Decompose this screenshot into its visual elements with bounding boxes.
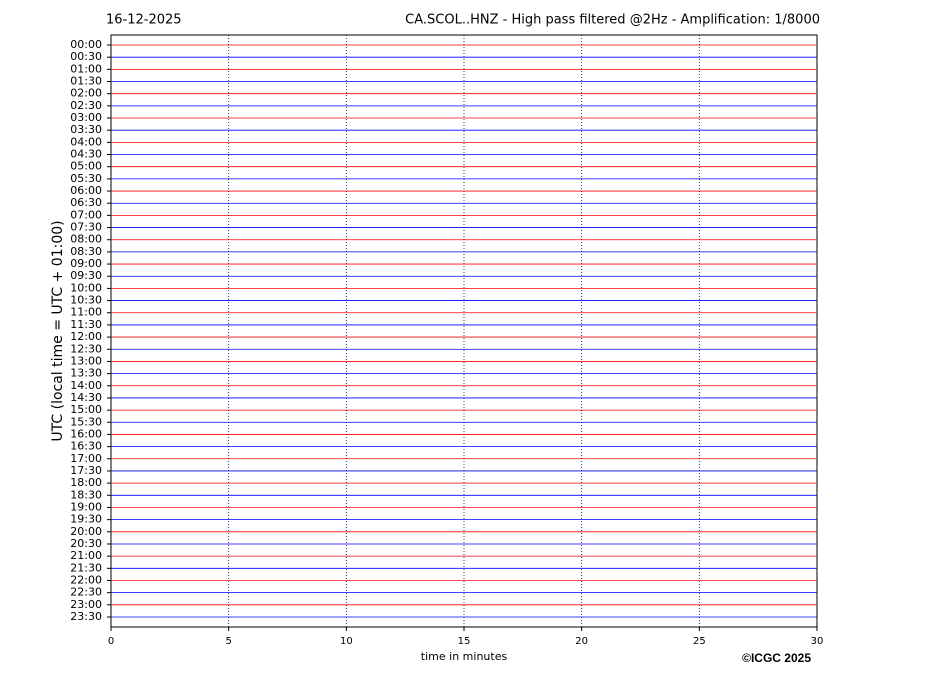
chart-title: CA.SCOL..HNZ - High pass filtered @2Hz -…	[405, 13, 820, 28]
y-tick-label: 02:00	[70, 87, 102, 100]
x-tick-label: 20	[575, 636, 588, 647]
plot-frame	[110, 34, 818, 628]
y-tick-label: 14:00	[70, 379, 102, 392]
x-tick-label: 30	[811, 636, 824, 647]
y-tick-label: 20:00	[70, 525, 102, 538]
y-tick-label: 10:00	[70, 281, 102, 294]
y-tick-label: 00:00	[70, 38, 102, 51]
x-axis-label: time in minutes	[421, 650, 508, 663]
y-tick-label: 06:30	[70, 196, 102, 209]
y-tick-label: 16:00	[70, 427, 102, 440]
x-tick-label: 5	[225, 636, 231, 647]
x-tick-label: 10	[340, 636, 353, 647]
y-tick-label: 00:30	[70, 50, 102, 63]
x-tick-label: 0	[108, 636, 114, 647]
y-tick-label: 04:00	[70, 135, 102, 148]
y-tick-label: 05:00	[70, 160, 102, 173]
y-tick-label: 08:00	[70, 233, 102, 246]
y-tick-label: 22:30	[70, 586, 102, 599]
y-tick-label: 13:00	[70, 354, 102, 367]
y-tick-label: 15:30	[70, 415, 102, 428]
y-tick-label: 04:30	[70, 148, 102, 161]
y-tick-label: 20:30	[70, 537, 102, 550]
y-tick-label: 03:00	[70, 111, 102, 124]
y-tick-label: 02:30	[70, 99, 102, 112]
chart-date: 16-12-2025	[106, 13, 182, 28]
y-tick-label: 11:00	[70, 306, 102, 319]
y-tick-label: 11:30	[70, 318, 102, 331]
y-tick-label: 19:30	[70, 513, 102, 526]
y-tick-label: 18:30	[70, 488, 102, 501]
y-tick-label: 01:00	[70, 62, 102, 75]
y-tick-label: 05:30	[70, 172, 102, 185]
y-tick-label: 15:00	[70, 403, 102, 416]
y-tick-label: 17:30	[70, 464, 102, 477]
x-tick-label: 15	[458, 636, 471, 647]
y-axis-label: UTC (local time = UTC + 01:00)	[50, 220, 66, 441]
y-tick-label: 23:30	[70, 610, 102, 623]
y-tick-label: 12:30	[70, 342, 102, 355]
y-tick-label: 10:30	[70, 294, 102, 307]
y-tick-label: 19:00	[70, 500, 102, 513]
y-tick-label: 07:00	[70, 208, 102, 221]
y-tick-label: 22:00	[70, 573, 102, 586]
y-tick-label: 09:30	[70, 269, 102, 282]
y-tick-label: 12:00	[70, 330, 102, 343]
x-tick-label: 25	[693, 636, 706, 647]
y-tick-label: 03:30	[70, 123, 102, 136]
y-tick-label: 06:00	[70, 184, 102, 197]
copyright: ©ICGC 2025	[742, 651, 811, 665]
y-tick-label: 23:00	[70, 598, 102, 611]
y-tick-label: 01:30	[70, 75, 102, 88]
y-tick-label: 08:30	[70, 245, 102, 258]
y-tick-label: 13:30	[70, 367, 102, 380]
y-tick-label: 14:30	[70, 391, 102, 404]
y-tick-label: 09:00	[70, 257, 102, 270]
y-tick-label: 18:00	[70, 476, 102, 489]
y-tick-label: 21:30	[70, 561, 102, 574]
y-tick-label: 16:30	[70, 440, 102, 453]
y-tick-label: 17:00	[70, 452, 102, 465]
y-tick-label: 07:30	[70, 221, 102, 234]
y-tick-label: 21:00	[70, 549, 102, 562]
